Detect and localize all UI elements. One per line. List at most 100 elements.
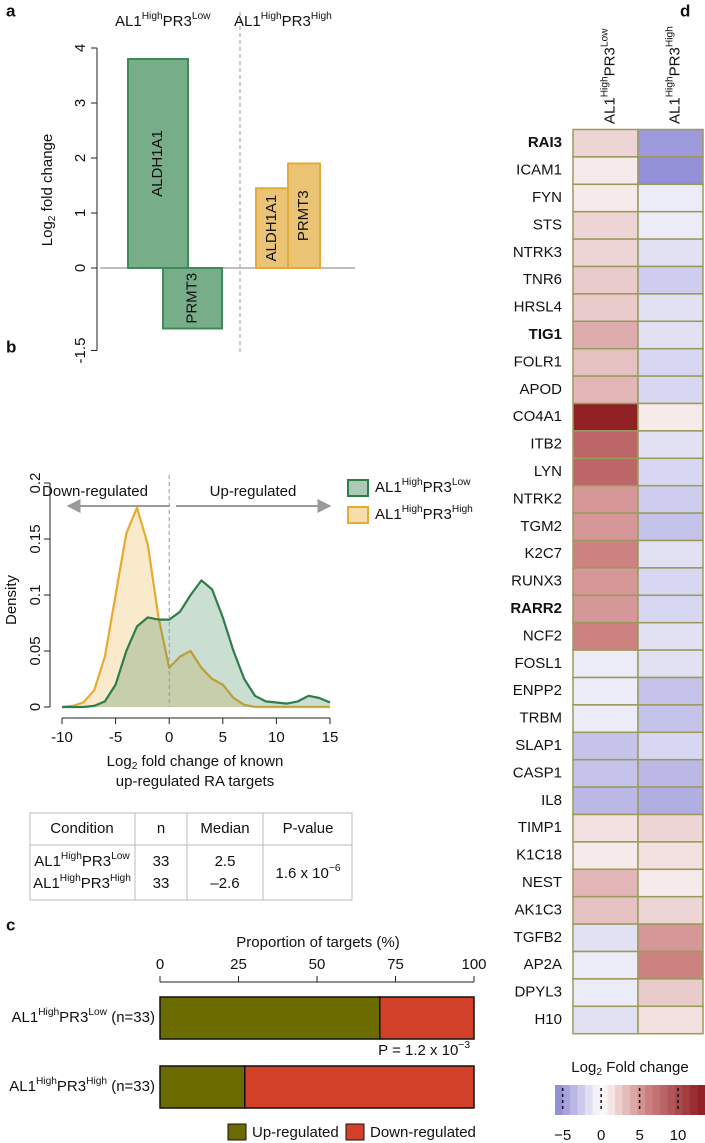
- legend-label: AL1HighPR3Low: [375, 477, 471, 496]
- row-label: CASP1: [513, 764, 562, 781]
- heat-cell: [637, 978, 704, 1008]
- text-part: PR3: [282, 13, 311, 30]
- category-label: AL1HighPR3Low (n=33): [12, 1007, 156, 1026]
- heat-cell: [572, 1005, 639, 1035]
- text-part: Log: [571, 1059, 596, 1076]
- bar-segment: [159, 1065, 246, 1109]
- heat-cell: [637, 895, 704, 925]
- text-part: High: [261, 11, 282, 22]
- heat-cell: [572, 430, 639, 460]
- text-part: High: [38, 1007, 59, 1018]
- row-label: FOSL1: [514, 655, 562, 672]
- bar: [127, 58, 189, 269]
- colorbar-cell: [682, 1085, 691, 1115]
- text-part: −3: [458, 1040, 470, 1051]
- text-part: Log: [107, 753, 132, 770]
- y-axis-label: Density: [3, 574, 20, 625]
- heat-cell: [572, 265, 639, 295]
- y-tick-label: -1.5: [72, 338, 89, 364]
- row-label: NTRK3: [513, 244, 562, 261]
- text-part: High: [61, 851, 82, 862]
- heat-cell: [637, 649, 704, 679]
- heat-cell: [572, 813, 639, 843]
- heat-cell: [637, 457, 704, 487]
- y-tick-label: 0: [72, 264, 89, 272]
- heat-cell: [637, 923, 704, 953]
- heat-cell: [572, 293, 639, 323]
- heat-cell: [637, 950, 704, 980]
- bar-segment: [379, 996, 475, 1040]
- table-border: [29, 812, 353, 901]
- x-tick-label: 10: [268, 729, 285, 746]
- heat-cell: [637, 183, 704, 213]
- table-header: Condition: [50, 820, 113, 837]
- text-part: AL1: [234, 13, 261, 30]
- panel-letter: a: [6, 1, 16, 20]
- text-part: PR3: [59, 1009, 88, 1026]
- colorbar-cell: [697, 1085, 705, 1115]
- colorbar-cell: [690, 1085, 698, 1115]
- row-label: ITB2: [530, 436, 562, 453]
- colorbar-cell: [645, 1085, 653, 1115]
- row-label: TGM2: [520, 518, 562, 535]
- text-part: Low: [111, 851, 130, 862]
- text-part: PR3: [666, 47, 683, 76]
- colorbar-title: Log2 Fold change: [571, 1059, 688, 1078]
- text-part: High: [60, 873, 81, 884]
- colorbar-tick-label: 10: [670, 1127, 687, 1143]
- heat-cell: [572, 786, 639, 816]
- heat-cell: [637, 539, 704, 569]
- text-part: P = 1.2 x 10: [378, 1042, 458, 1059]
- x-tick-label: -5: [109, 729, 122, 746]
- row-label: NTRK2: [513, 490, 562, 507]
- heat-cell: [637, 704, 704, 734]
- row-label: LYN: [534, 463, 562, 480]
- heat-cell: [637, 786, 704, 816]
- heat-cell: [572, 649, 639, 679]
- x-tick-label: 25: [230, 956, 247, 973]
- heat-cell: [637, 621, 704, 651]
- heat-cell: [637, 758, 704, 788]
- y-tick-label: 0.05: [27, 636, 44, 665]
- text-part: AL1: [666, 97, 683, 124]
- heat-cell: [637, 512, 704, 542]
- heat-cell: [637, 156, 704, 186]
- heat-cell: [572, 512, 639, 542]
- text-part: AL1: [34, 853, 61, 870]
- x-tick-label: 0: [156, 956, 164, 973]
- x-tick-label: -10: [51, 729, 73, 746]
- colorbar-cell: [555, 1085, 563, 1115]
- row-label: TNR6: [523, 271, 562, 288]
- heat-cell: [637, 293, 704, 323]
- table-cell: AL1HighPR3Low: [34, 851, 130, 870]
- heat-cell: [572, 183, 639, 213]
- row-label: NEST: [522, 874, 562, 891]
- text-part: PR3: [81, 875, 110, 892]
- text-part: High: [36, 1076, 57, 1087]
- table-header: P-value: [283, 820, 334, 837]
- heat-cell: [572, 402, 639, 432]
- annotation: P = 1.2 x 10−3: [378, 1040, 470, 1059]
- heat-cell: [572, 758, 639, 788]
- row-label: ICAM1: [516, 162, 562, 179]
- table-cell: 33: [153, 853, 170, 870]
- text-part: PR3: [423, 479, 452, 496]
- legend-label: AL1HighPR3Low: [115, 11, 211, 30]
- row-label: H10: [534, 1011, 562, 1028]
- category-label: AL1HighPR3High (n=33): [9, 1076, 155, 1095]
- table-cell: 33: [153, 875, 170, 892]
- row-label: APOD: [519, 381, 562, 398]
- bar: [162, 267, 223, 330]
- legend-label: Down-regulated: [370, 1124, 476, 1141]
- row-label: TRBM: [520, 710, 563, 727]
- heat-cell: [572, 210, 639, 240]
- x-axis-label: up-regulated RA targets: [116, 773, 274, 790]
- colorbar-cell: [630, 1085, 638, 1115]
- text-part: AL1: [9, 1078, 36, 1095]
- colorbar-cell: [577, 1085, 586, 1115]
- legend-swatch: [347, 479, 369, 497]
- y-tick-label: 3: [72, 99, 89, 107]
- text-part: PR3: [601, 47, 618, 76]
- heat-cell: [637, 567, 704, 597]
- colorbar-tick-label: 5: [635, 1127, 643, 1143]
